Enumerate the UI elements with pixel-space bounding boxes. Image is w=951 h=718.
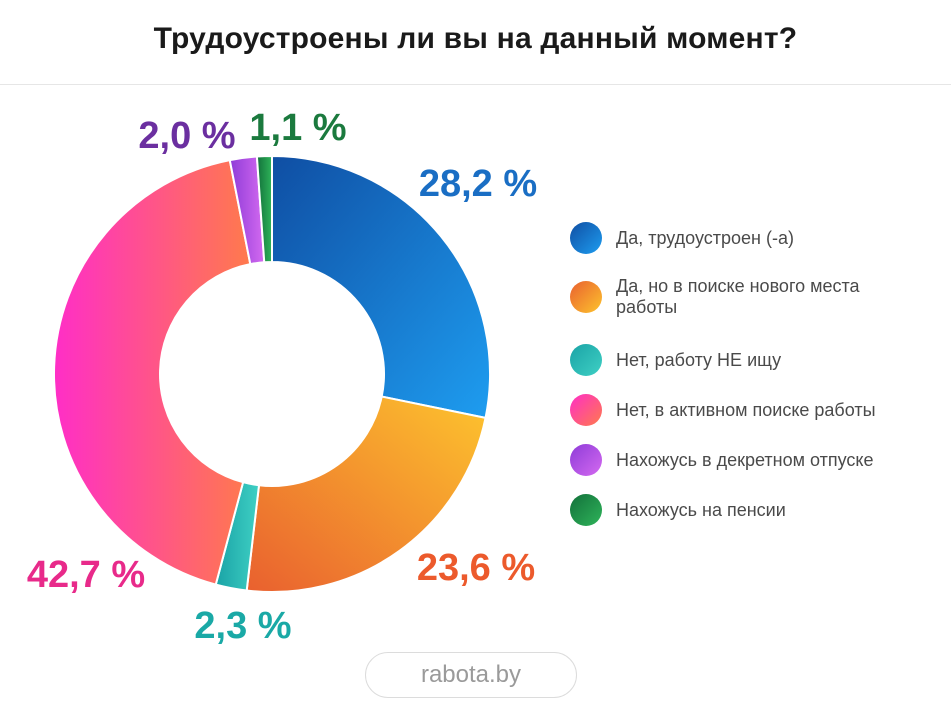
legend-item-employed-searching: Да, но в поиске нового места работы xyxy=(570,276,916,318)
legend-item-not-looking: Нет, работу НЕ ищу xyxy=(570,344,916,376)
legend-item-pension: Нахожусь на пенсии xyxy=(570,494,916,526)
legend-swatch-actively-searching xyxy=(570,394,602,426)
chart-title: Трудоустроены ли вы на данный момент? xyxy=(153,22,798,55)
legend-swatch-not-looking xyxy=(570,344,602,376)
legend-item-employed: Да, трудоустроен (-а) xyxy=(570,222,916,254)
legend-item-maternity: Нахожусь в декретном отпуске xyxy=(570,444,916,476)
donut-slice-employed-searching xyxy=(245,395,487,593)
donut-slice-employed xyxy=(271,154,491,420)
legend-swatch-maternity xyxy=(570,444,602,476)
legend-label: Нет, в активном поиске работы xyxy=(616,399,876,420)
source-badge: rabota.by xyxy=(365,652,577,698)
data-label-employed: 28,2 % xyxy=(419,163,537,205)
title-divider xyxy=(0,84,951,85)
data-label-pension: 1,1 % xyxy=(249,107,346,149)
legend-label: Нахожусь на пенсии xyxy=(616,499,786,520)
data-label-employed-searching: 23,6 % xyxy=(417,547,535,589)
data-label-not-looking: 2,3 % xyxy=(194,605,291,647)
data-label-actively-searching: 42,7 % xyxy=(27,554,145,596)
donut-slice-actively-searching xyxy=(53,158,252,586)
legend-label: Нет, работу НЕ ищу xyxy=(616,349,782,370)
legend-item-actively-searching: Нет, в активном поиске работы xyxy=(570,394,916,426)
data-label-maternity: 2,0 % xyxy=(138,115,235,157)
legend-swatch-employed xyxy=(570,222,602,254)
legend-swatch-employed-searching xyxy=(570,281,602,313)
donut-slice-pension xyxy=(255,154,273,264)
legend-swatch-pension xyxy=(570,494,602,526)
legend-label: Да, но в поиске нового места работы xyxy=(616,276,860,317)
legend-label: Да, трудоустроен (-а) xyxy=(616,227,794,248)
legend-label: Нахожусь в декретном отпуске xyxy=(616,449,874,470)
